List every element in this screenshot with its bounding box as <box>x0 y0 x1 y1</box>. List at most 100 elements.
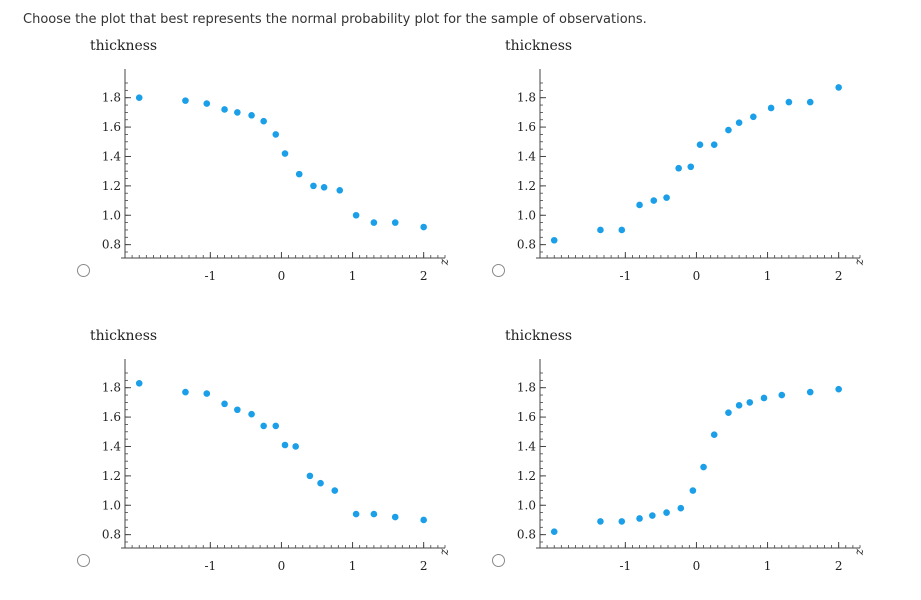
option-3[interactable]: thickness 0.8 1.0 1.2 1.4 1.6 1.8 -1 0 1 2 z <box>0 320 451 600</box>
data-point <box>391 219 399 226</box>
data-point <box>320 184 328 191</box>
x-tick-label: 2 <box>420 269 428 280</box>
data-point <box>248 112 255 119</box>
data-point <box>317 479 324 487</box>
data-point <box>760 394 768 402</box>
data-point <box>675 164 682 172</box>
data-point <box>618 518 626 525</box>
y-tick-label: 0.8 <box>102 528 121 542</box>
data-point <box>182 388 189 396</box>
data-point <box>735 119 743 126</box>
data-point <box>835 84 842 91</box>
data-point <box>306 472 314 480</box>
data-point <box>650 197 658 204</box>
question-text: Choose the plot that best represents the… <box>23 12 647 27</box>
option-2[interactable]: thickness 0.8 1.0 1.2 1.4 1.6 1.8 -1 0 1 2 z <box>415 30 866 310</box>
x-tick-label: 2 <box>835 269 843 280</box>
data-point <box>636 515 643 522</box>
data-point <box>663 194 670 201</box>
data-point <box>649 512 656 519</box>
data-point <box>272 131 280 138</box>
data-point <box>310 182 317 190</box>
y-tick-label: 1.2 <box>517 469 536 483</box>
data-point <box>725 409 732 416</box>
y-axis-label: thickness <box>90 38 157 54</box>
y-tick-label: 1.0 <box>517 498 536 512</box>
option-4[interactable]: thickness 0.8 1.0 1.2 1.4 1.6 1.8 -1 0 1 2 z <box>415 320 866 600</box>
y-tick-label: 1.6 <box>517 410 536 424</box>
y-tick-label: 0.8 <box>517 238 536 252</box>
data-point <box>710 141 718 149</box>
data-point <box>663 509 670 516</box>
option-2-radio[interactable] <box>492 264 505 277</box>
data-point <box>234 406 241 414</box>
data-point <box>203 100 211 107</box>
y-tick-label: 1.4 <box>102 439 121 453</box>
data-point <box>785 98 793 106</box>
y-tick-label: 1.2 <box>102 469 121 483</box>
y-tick-label: 1.8 <box>517 91 536 105</box>
y-tick-label: 1.6 <box>102 410 121 424</box>
data-point <box>677 504 685 512</box>
x-tick-label: 2 <box>420 559 428 570</box>
y-tick-label: 1.8 <box>102 381 121 395</box>
y-tick-label: 1.0 <box>102 208 121 222</box>
data-point <box>767 104 775 112</box>
option-2-plot: thickness 0.8 1.0 1.2 1.4 1.6 1.8 -1 0 1 2 z <box>505 38 866 280</box>
data-point <box>182 97 189 104</box>
data-point <box>221 106 228 113</box>
y-tick-label: 1.6 <box>102 120 121 134</box>
data-point <box>750 113 757 121</box>
option-1-radio[interactable] <box>77 264 90 277</box>
y-tick-label: 1.8 <box>517 381 536 395</box>
y-axis-label: thickness <box>505 328 572 344</box>
data-point <box>260 117 267 125</box>
y-tick-label: 1.2 <box>102 179 121 193</box>
data-point <box>391 513 399 521</box>
x-tick-label: 1 <box>764 269 772 280</box>
data-point <box>135 94 143 101</box>
option-4-radio[interactable] <box>492 554 505 567</box>
x-tick-label: 1 <box>764 559 772 570</box>
y-tick-label: 0.8 <box>102 238 121 252</box>
data-point <box>696 141 704 149</box>
x-tick-label: -1 <box>619 269 631 280</box>
data-point <box>550 528 558 536</box>
option-3-plot: thickness 0.8 1.0 1.2 1.4 1.6 1.8 -1 0 1 2 z <box>90 328 451 570</box>
data-point <box>203 390 211 397</box>
data-point <box>420 223 427 231</box>
x-axis-label: z <box>852 548 866 556</box>
x-tick-label: 0 <box>278 269 286 280</box>
data-point <box>806 98 814 106</box>
y-tick-label: 1.8 <box>102 91 121 105</box>
data-point <box>135 379 143 387</box>
data-point <box>597 226 604 234</box>
data-point <box>331 487 339 494</box>
data-point <box>735 402 743 409</box>
option-1[interactable]: thickness 0.8 1.0 1.2 1.4 1.6 1.8 -1 0 1 2 z <box>0 30 451 310</box>
y-tick-label: 1.0 <box>517 208 536 222</box>
x-axis-label: z <box>437 548 451 556</box>
data-point <box>420 516 427 524</box>
data-point <box>689 487 697 494</box>
y-tick-label: 1.4 <box>517 439 536 453</box>
y-tick-label: 0.8 <box>517 528 536 542</box>
x-tick-label: -1 <box>204 559 216 570</box>
data-point <box>618 226 626 234</box>
data-point <box>272 422 280 430</box>
x-tick-label: 0 <box>278 559 286 570</box>
data-point <box>597 518 604 525</box>
data-point <box>806 388 814 396</box>
data-point <box>550 236 558 244</box>
option-4-plot: thickness 0.8 1.0 1.2 1.4 1.6 1.8 -1 0 1 2 z <box>505 328 866 570</box>
option-3-radio[interactable] <box>77 554 90 567</box>
data-point <box>234 109 241 116</box>
data-point <box>687 163 695 171</box>
y-tick-label: 1.4 <box>517 149 536 163</box>
data-point <box>370 510 378 518</box>
x-axis-label: z <box>437 258 451 266</box>
y-tick-label: 1.0 <box>102 498 121 512</box>
data-point <box>292 443 299 450</box>
data-point <box>700 463 707 471</box>
data-point <box>248 410 255 418</box>
